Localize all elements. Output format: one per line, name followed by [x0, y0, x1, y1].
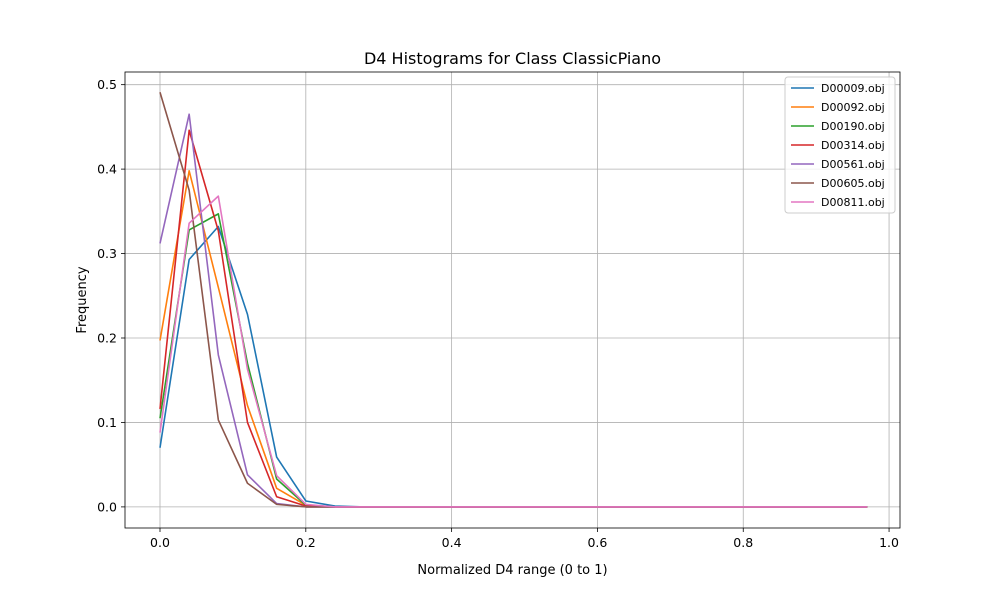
- series-line-d00811-obj: [159, 195, 868, 508]
- y-tick-label: 0.4: [97, 162, 117, 177]
- series-layer: [159, 92, 868, 508]
- x-tick-label: 0.0: [150, 535, 170, 550]
- legend-entry-label: D00605.obj: [821, 177, 885, 190]
- legend-entry-label: D00561.obj: [821, 158, 885, 171]
- y-tick-label: 0.1: [97, 415, 117, 430]
- x-tick-label: 0.8: [733, 535, 753, 550]
- x-tick-label: 0.2: [296, 535, 316, 550]
- series-line-d00561-obj: [159, 113, 868, 508]
- legend-box: [784, 76, 896, 214]
- y-tick-label: 0.3: [97, 246, 117, 261]
- x-tick-label: 1.0: [879, 535, 899, 550]
- series-line-d00190-obj: [159, 213, 868, 508]
- legend-entry-label: D00009.obj: [821, 82, 885, 95]
- x-axis-ticks: 0.0 0.2 0.4 0.6 0.8 1.0: [150, 528, 899, 550]
- series-line-d00314-obj: [159, 129, 868, 508]
- chart-title: D4 Histograms for Class ClassicPiano: [364, 49, 661, 68]
- x-tick-label: 0.4: [442, 535, 462, 550]
- series-line-d00092-obj: [159, 170, 868, 508]
- legend-entry-label: D00314.obj: [821, 139, 885, 152]
- legend: D00009.obj D00092.obj D00190.obj D00314.obj…: [784, 76, 896, 214]
- y-axis-label: Frequency: [75, 266, 90, 333]
- series-line-d00009-obj: [159, 225, 868, 508]
- y-tick-label: 0.5: [97, 77, 117, 92]
- x-axis-label: Normalized D4 range (0 to 1): [417, 563, 607, 578]
- legend-entry-label: D00190.obj: [821, 120, 885, 133]
- y-tick-label: 0.2: [97, 331, 117, 346]
- series-line-d00605-obj: [159, 92, 868, 508]
- y-axis-ticks: 0.0 0.1 0.2 0.3 0.4 0.5: [97, 77, 125, 514]
- legend-entry-label: D00092.obj: [821, 101, 885, 114]
- legend-entry-label: D00811.obj: [821, 196, 885, 209]
- x-tick-label: 0.6: [587, 535, 607, 550]
- y-tick-label: 0.0: [97, 499, 117, 514]
- plot-area-frame: [124, 71, 901, 529]
- grid: [125, 72, 900, 528]
